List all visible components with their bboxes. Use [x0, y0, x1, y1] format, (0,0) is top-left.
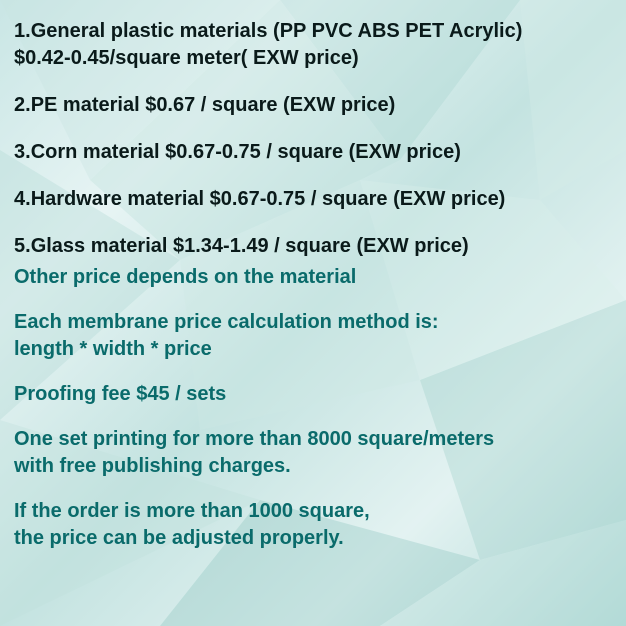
note-5: If the order is more than 1000 square, t… [14, 498, 612, 552]
note-4-line-1: One set printing for more than 8000 squa… [14, 426, 612, 453]
note-4-line-2: with free publishing charges. [14, 453, 612, 480]
item-1-line-2: $0.42-0.45/square meter( EXW price) [14, 45, 612, 72]
note-1-line-1: Other price depends on the material [14, 264, 612, 291]
item-4-line-1: 4.Hardware material $0.67-0.75 / square … [14, 186, 612, 213]
note-5-line-2: the price can be adjusted properly. [14, 525, 612, 552]
item-4: 4.Hardware material $0.67-0.75 / square … [14, 186, 612, 213]
item-1: 1.General plastic materials (PP PVC ABS … [14, 18, 612, 72]
note-3: Proofing fee $45 / sets [14, 381, 612, 408]
note-2-line-1: Each membrane price calculation method i… [14, 309, 612, 336]
note-2-line-2: length * width * price [14, 336, 612, 363]
item-2-line-1: 2.PE material $0.67 / square (EXW price) [14, 92, 612, 119]
item-1-line-1: 1.General plastic materials (PP PVC ABS … [14, 18, 612, 45]
item-5-line-1: 5.Glass material $1.34-1.49 / square (EX… [14, 233, 612, 260]
price-list: 1.General plastic materials (PP PVC ABS … [0, 0, 626, 552]
note-3-line-1: Proofing fee $45 / sets [14, 381, 612, 408]
item-2: 2.PE material $0.67 / square (EXW price) [14, 92, 612, 119]
item-3: 3.Corn material $0.67-0.75 / square (EXW… [14, 139, 612, 166]
note-1: Other price depends on the material [14, 264, 612, 291]
note-2: Each membrane price calculation method i… [14, 309, 612, 363]
note-4: One set printing for more than 8000 squa… [14, 426, 612, 480]
item-5: 5.Glass material $1.34-1.49 / square (EX… [14, 233, 612, 260]
item-3-line-1: 3.Corn material $0.67-0.75 / square (EXW… [14, 139, 612, 166]
note-5-line-1: If the order is more than 1000 square, [14, 498, 612, 525]
